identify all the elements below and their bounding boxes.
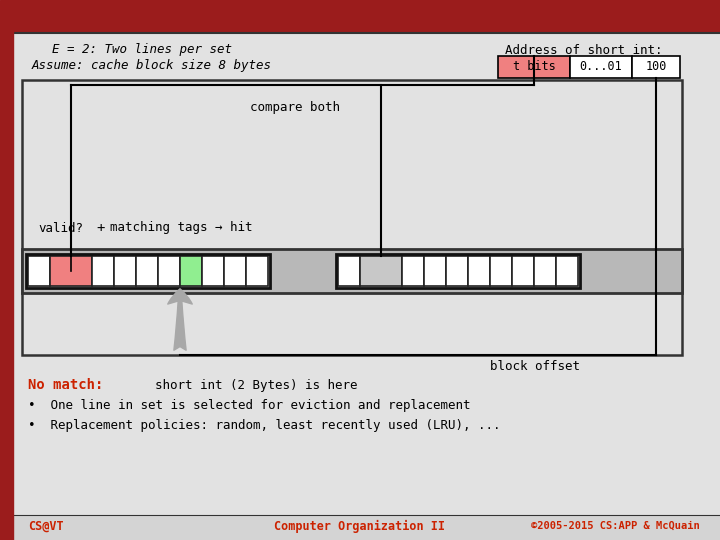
Bar xyxy=(28,256,50,286)
Text: tag: tag xyxy=(60,265,81,278)
Text: 5: 5 xyxy=(210,266,217,276)
Text: 2: 2 xyxy=(143,266,150,276)
Bar xyxy=(0,0,13,540)
Text: No match:: No match: xyxy=(28,378,104,392)
Text: block offset: block offset xyxy=(490,361,580,374)
Text: 7: 7 xyxy=(253,266,261,276)
Text: short int (2 Bytes) is here: short int (2 Bytes) is here xyxy=(155,379,358,392)
Text: 0...01: 0...01 xyxy=(580,60,622,73)
Text: 1: 1 xyxy=(122,266,128,276)
Text: 0: 0 xyxy=(410,266,416,276)
Bar xyxy=(50,256,92,286)
Text: Address of short int:: Address of short int: xyxy=(505,44,662,57)
Bar xyxy=(224,256,246,286)
Text: 100: 100 xyxy=(645,60,667,73)
Text: E-way Set Associative Cache (Here: E = 2): E-way Set Associative Cache (Here: E = 2… xyxy=(20,6,451,25)
Bar xyxy=(512,256,534,286)
Text: 1: 1 xyxy=(431,266,438,276)
Text: compare both: compare both xyxy=(250,102,340,114)
Bar xyxy=(360,256,402,286)
Text: t bits: t bits xyxy=(513,60,555,73)
Text: v: v xyxy=(35,265,42,278)
Text: Cache Organization 21: Cache Organization 21 xyxy=(478,9,654,23)
Bar xyxy=(13,34,720,515)
Bar xyxy=(26,254,270,288)
Bar xyxy=(498,56,570,78)
Bar xyxy=(556,256,578,286)
Bar xyxy=(158,256,180,286)
Text: •  Replacement policies: random, least recently used (LRU), ...: • Replacement policies: random, least re… xyxy=(28,418,500,431)
Text: 6: 6 xyxy=(541,266,549,276)
Bar xyxy=(336,254,580,288)
Bar xyxy=(136,256,158,286)
Text: 5: 5 xyxy=(520,266,526,276)
Bar xyxy=(246,256,268,286)
Text: 4: 4 xyxy=(188,266,194,276)
Text: +: + xyxy=(96,221,104,235)
Bar xyxy=(338,256,360,286)
Text: 3: 3 xyxy=(166,266,172,276)
Bar xyxy=(13,0,720,32)
Bar xyxy=(632,56,680,78)
Text: •  One line in set is selected for eviction and replacement: • One line in set is selected for evicti… xyxy=(28,399,470,411)
Bar xyxy=(22,80,682,355)
Bar xyxy=(570,56,632,78)
Text: ©2005-2015 CS:APP & McQuain: ©2005-2015 CS:APP & McQuain xyxy=(531,521,700,531)
Text: 6: 6 xyxy=(232,266,238,276)
Text: tag: tag xyxy=(370,265,392,278)
Text: 2: 2 xyxy=(454,266,460,276)
Text: valid?: valid? xyxy=(38,221,83,234)
Bar xyxy=(22,249,682,293)
Bar xyxy=(114,256,136,286)
Text: 4: 4 xyxy=(498,266,505,276)
Text: Assume: cache block size 8 bytes: Assume: cache block size 8 bytes xyxy=(32,59,272,72)
Bar xyxy=(424,256,446,286)
Text: 0: 0 xyxy=(99,266,107,276)
Text: v: v xyxy=(346,265,353,278)
Bar xyxy=(446,256,468,286)
Text: CS@VT: CS@VT xyxy=(28,519,63,532)
Text: E = 2: Two lines per set: E = 2: Two lines per set xyxy=(52,44,232,57)
Bar xyxy=(534,256,556,286)
Bar xyxy=(202,256,224,286)
Text: 3: 3 xyxy=(476,266,482,276)
Bar xyxy=(92,256,114,286)
Text: Computer Organization II: Computer Organization II xyxy=(274,519,446,532)
Text: 7: 7 xyxy=(564,266,570,276)
Bar xyxy=(468,256,490,286)
Bar xyxy=(402,256,424,286)
Text: matching tags → hit: matching tags → hit xyxy=(110,221,253,234)
Bar xyxy=(180,256,202,286)
Bar xyxy=(490,256,512,286)
